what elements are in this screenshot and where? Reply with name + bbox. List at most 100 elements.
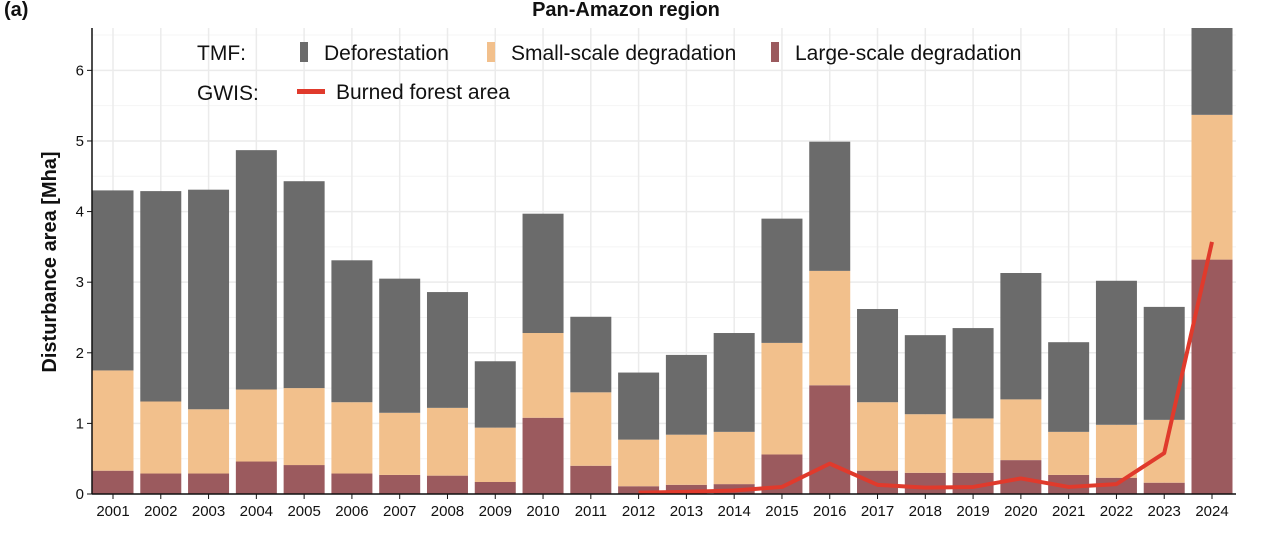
bar-large-scale-degradation-2016 [809, 385, 851, 494]
bar-large-scale-degradation-2009 [474, 481, 516, 494]
legend-swatch-large-scale-degradation [771, 42, 779, 62]
x-tick-label: 2016 [813, 503, 846, 520]
bar-deforestation-2022 [1095, 280, 1137, 425]
bar-deforestation-2018 [904, 335, 946, 415]
x-tick-label: 2011 [575, 503, 607, 520]
x-tick-label: 2012 [622, 503, 655, 520]
legend-swatch-deforestation [300, 42, 308, 62]
bar-large-scale-degradation-2001 [92, 470, 134, 494]
bar-large-scale-degradation-2011 [570, 465, 612, 494]
x-tick-label: 2017 [861, 503, 894, 520]
bar-small-scale-degradation-2003 [188, 409, 230, 474]
panel-label: (a) [4, 0, 28, 21]
x-tick-label: 2015 [765, 503, 798, 520]
x-tick-label: 2004 [240, 503, 273, 520]
legend: TMF: GWIS: Deforestation Small-scale degrad… [197, 42, 1022, 105]
bar-small-scale-degradation-2008 [426, 407, 468, 476]
bar-small-scale-degradation-2005 [283, 388, 325, 466]
bar-deforestation-2001 [92, 190, 134, 371]
bar-large-scale-degradation-2002 [140, 473, 182, 494]
y-tick-label: 6 [76, 62, 84, 79]
x-tick-label: 2001 [96, 503, 129, 520]
bar-large-scale-degradation-2023 [1143, 482, 1185, 494]
bar-small-scale-degradation-2009 [474, 427, 516, 482]
bar-small-scale-degradation-2012 [618, 439, 660, 487]
bar-deforestation-2006 [331, 260, 373, 403]
bar-small-scale-degradation-2007 [379, 412, 421, 475]
bar-small-scale-degradation-2018 [904, 414, 946, 473]
bar-large-scale-degradation-2012 [618, 486, 660, 494]
x-tick-label: 2024 [1195, 503, 1228, 520]
x-tick-label: 2021 [1052, 503, 1085, 520]
legend-label-large-scale-degradation: Large-scale degradation [795, 42, 1022, 65]
x-tick-label: 2007 [383, 503, 416, 520]
chart-title: Pan-Amazon region [532, 0, 720, 21]
x-tick-label: 2019 [956, 503, 989, 520]
bar-deforestation-2017 [857, 309, 899, 403]
bar-large-scale-degradation-2008 [426, 475, 468, 494]
y-tick-label: 2 [76, 345, 84, 362]
x-tick-label: 2008 [431, 503, 464, 520]
bar-small-scale-degradation-2019 [952, 418, 994, 473]
bar-large-scale-degradation-2005 [283, 465, 325, 494]
bar-large-scale-degradation-2007 [379, 474, 421, 494]
legend-label-burned-forest-area: Burned forest area [336, 81, 510, 104]
bar-deforestation-2004 [235, 150, 277, 390]
x-tick-label: 2010 [526, 503, 559, 520]
bar-deforestation-2008 [426, 292, 468, 408]
bar-small-scale-degradation-2010 [522, 333, 564, 418]
axes: 0 1 2 3 4 5 6 2001 2002 2003 2004 2005 2006 2007 2008 2… [76, 28, 1236, 520]
bar-large-scale-degradation-2006 [331, 473, 373, 494]
x-tick-label: 2020 [1004, 503, 1037, 520]
bar-deforestation-2005 [283, 181, 325, 389]
bar-deforestation-2013 [665, 354, 707, 435]
bar-large-scale-degradation-2018 [904, 472, 946, 494]
burned-area-line [638, 241, 1214, 495]
bar-small-scale-degradation-2021 [1048, 431, 1090, 475]
bar-large-scale-degradation-2024 [1191, 259, 1233, 494]
y-tick-label: 0 [76, 486, 84, 503]
bar-small-scale-degradation-2022 [1095, 424, 1137, 478]
x-tick-label: 2006 [335, 503, 368, 520]
x-tick-label: 2023 [1148, 503, 1181, 520]
x-tick-label: 2003 [192, 503, 225, 520]
y-axis-label: Disturbance area [Mha] [39, 151, 61, 372]
x-tick-label: 2013 [670, 503, 703, 520]
bar-large-scale-degradation-2021 [1048, 474, 1090, 494]
bar-large-scale-degradation-2004 [235, 461, 277, 494]
x-tick-label: 2018 [909, 503, 942, 520]
x-tick-label: 2005 [287, 503, 320, 520]
bar-deforestation-2003 [188, 189, 230, 410]
bar-large-scale-degradation-2010 [522, 417, 564, 494]
legend-label-small-scale-degradation: Small-scale degradation [511, 42, 736, 65]
bar-deforestation-2024 [1191, 28, 1233, 115]
bar-small-scale-degradation-2013 [665, 434, 707, 485]
bar-large-scale-degradation-2003 [188, 473, 230, 494]
bar-small-scale-degradation-2024 [1191, 114, 1233, 260]
bar-deforestation-2014 [713, 333, 755, 432]
bar-deforestation-2010 [522, 213, 564, 334]
bar-deforestation-2009 [474, 361, 516, 428]
legend-swatch-small-scale-degradation [487, 42, 495, 62]
bar-small-scale-degradation-2015 [761, 342, 803, 455]
legend-group-tmf: TMF: [197, 42, 246, 65]
x-tick-label: 2009 [479, 503, 512, 520]
bar-small-scale-degradation-2004 [235, 389, 277, 462]
bar-deforestation-2020 [1000, 273, 1042, 400]
bar-deforestation-2023 [1143, 306, 1185, 420]
legend-label-deforestation: Deforestation [324, 42, 449, 65]
bar-small-scale-degradation-2017 [857, 402, 899, 471]
bar-small-scale-degradation-2020 [1000, 399, 1042, 461]
bar-small-scale-degradation-2011 [570, 392, 612, 466]
bar-small-scale-degradation-2016 [809, 270, 851, 386]
legend-swatch-burned-forest-area [297, 89, 325, 94]
y-tick-label: 1 [76, 415, 84, 432]
x-tick-label: 2002 [144, 503, 177, 520]
bar-small-scale-degradation-2002 [140, 401, 182, 474]
x-tick-label: 2022 [1100, 503, 1133, 520]
x-tick-label: 2014 [717, 503, 750, 520]
bar-deforestation-2002 [140, 191, 182, 402]
bar-small-scale-degradation-2014 [713, 431, 755, 485]
y-tick-label: 3 [76, 274, 84, 291]
